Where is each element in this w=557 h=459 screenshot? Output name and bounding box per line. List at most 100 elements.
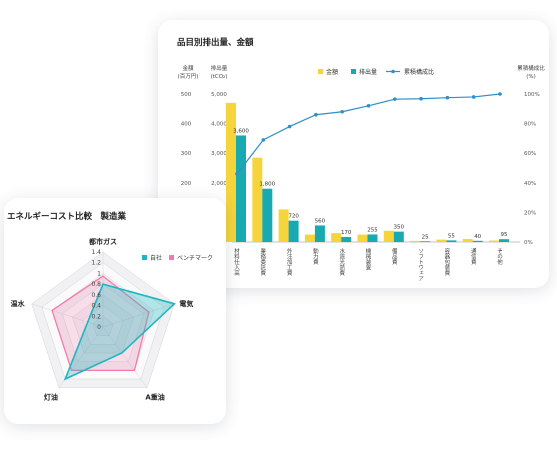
left-tick-label: 500 <box>181 92 192 98</box>
radar-legend-swatch <box>169 255 174 260</box>
bar-emissions <box>446 240 457 242</box>
bar-amount <box>436 239 447 242</box>
left-axis-label: (百万円) <box>178 73 199 80</box>
bar-value-label: 350 <box>394 225 405 231</box>
bar-emissions <box>341 236 352 242</box>
cumulative-point <box>340 109 344 114</box>
radar-tick-label: 0 <box>97 324 101 331</box>
bar-emissions <box>367 234 378 242</box>
radar-tick-label: 1.4 <box>91 249 101 256</box>
bar-amount <box>304 234 315 242</box>
cumulative-point <box>366 104 371 108</box>
bar-emissions <box>314 225 325 242</box>
radar-axis-label: 灯油 <box>44 393 58 402</box>
bar-amount <box>383 230 394 242</box>
radar-tick-label: 0.2 <box>91 313 101 320</box>
radar-spoke <box>102 303 175 328</box>
left-tick-label: 400 <box>181 122 192 128</box>
pareto-chart: 金額(百万円)排出量(tCO₂)累積構成比(%)5004003002005,00… <box>178 64 546 281</box>
radar-axis-label: A重油 <box>145 393 164 402</box>
radar-tick-label: 1.2 <box>91 260 101 267</box>
cumulative-point <box>471 95 476 99</box>
x-tick-label: 業務委託費 <box>259 247 266 277</box>
x-tick-label: 機械装置 <box>365 247 372 271</box>
bar-amount <box>489 240 499 242</box>
bar-amount <box>226 102 236 242</box>
legend-swatch-金額 <box>318 69 323 74</box>
radar-legend-label: 自社 <box>150 254 162 262</box>
bar-amount <box>462 239 473 242</box>
legend-label: 金額 <box>326 68 338 76</box>
right-tick-label: 100% <box>524 92 540 98</box>
bar-value-label: 170 <box>341 230 352 236</box>
bar-value-label: 95 <box>501 232 508 238</box>
bar-amount <box>278 209 289 242</box>
mid-tick-label: 2,000 <box>211 181 227 187</box>
right-tick-label: 0% <box>524 240 533 246</box>
right-tick-label: 80% <box>524 122 536 128</box>
right-axis-label: (%) <box>526 74 536 80</box>
x-tick-label: 外注加工費 <box>286 247 293 277</box>
bar-emissions <box>236 135 246 242</box>
right-axis-label: 累積構成比 <box>517 64 545 72</box>
pareto-chart-title: 品目別排出量、金額 <box>177 38 254 48</box>
bar-value-label: 720 <box>288 214 299 220</box>
radar-spoke <box>102 326 148 388</box>
left-tick-label: 200 <box>181 181 192 187</box>
bar-amount <box>331 233 342 242</box>
bar-value-label: 40 <box>474 234 481 240</box>
bar-amount <box>410 240 421 242</box>
cumulative-point <box>393 97 397 101</box>
x-tick-label: 水道光熱費 <box>338 247 345 277</box>
bar-emissions <box>420 241 431 242</box>
bar-emissions <box>499 239 509 242</box>
legend-label: 累積構成比 <box>404 68 434 76</box>
bar-value-label: 3,600 <box>233 128 249 134</box>
cumulative-point <box>261 138 266 142</box>
radar-spoke <box>31 303 104 328</box>
x-tick-label: 通信費 <box>470 247 477 266</box>
cumulative-point <box>498 92 502 96</box>
x-tick-label: 材料仕入高 <box>233 247 240 277</box>
bar-emissions <box>288 220 299 242</box>
radar-tick-label: 0.4 <box>91 303 101 310</box>
radar-series-ベンチマーク <box>51 275 150 371</box>
bar-value-label: 25 <box>422 234 429 240</box>
radar-chart-title: エネルギーコスト比較 製造業 <box>7 212 127 222</box>
radar-series-自社 <box>63 283 176 381</box>
radar-axis-label: 電気 <box>179 299 193 308</box>
radar-axis-label: 温水 <box>11 299 26 308</box>
left-tick-label: 300 <box>181 151 192 157</box>
cumulative-point <box>419 96 423 101</box>
bar-emissions <box>472 240 483 242</box>
x-tick-label: ソフトウェア <box>417 248 424 281</box>
right-tick-label: 60% <box>524 151 536 157</box>
cumulative-point <box>445 95 450 100</box>
bar-value-label: 1,800 <box>259 182 275 188</box>
radar-tick-label: 0.6 <box>91 292 101 299</box>
mid-axis-label: (tCO₂) <box>211 74 228 80</box>
mid-tick-label: 4,000 <box>211 122 227 128</box>
bar-amount <box>252 157 263 242</box>
legend-marker <box>391 69 395 74</box>
left-axis-label: 金額 <box>182 64 194 72</box>
cumulative-point <box>314 112 318 117</box>
radar-legend-label: ベンチマーク <box>177 255 213 262</box>
bar-value-label: 560 <box>315 218 326 224</box>
right-tick-label: 40% <box>524 181 536 187</box>
x-tick-label: その他 <box>496 248 503 266</box>
radar-legend-swatch <box>142 255 147 260</box>
mid-tick-label: 5,000 <box>211 92 227 98</box>
cumulative-point <box>287 124 292 129</box>
bar-amount <box>357 234 368 242</box>
right-tick-label: 20% <box>524 210 536 216</box>
cumulative-point <box>235 172 239 176</box>
mid-axis-label: 排出量 <box>211 64 228 72</box>
radar-tick-label: 0.8 <box>91 281 101 288</box>
legend-label: 排出量 <box>359 68 377 76</box>
bar-value-label: 255 <box>367 227 378 233</box>
bar-value-label: 55 <box>448 233 455 239</box>
x-tick-label: 容器包装費 <box>443 247 450 277</box>
bar-emissions <box>393 231 404 242</box>
